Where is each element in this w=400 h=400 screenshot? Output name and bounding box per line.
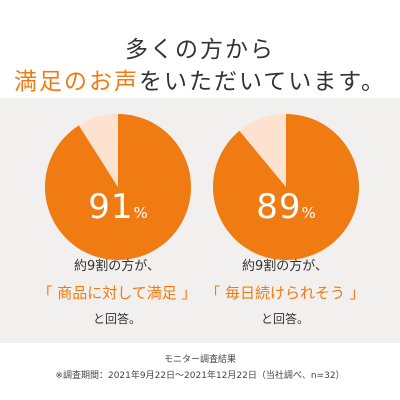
survey-title: モニター調査結果 — [163, 355, 236, 365]
pie-slice-minor — [239, 114, 286, 187]
pie-chart-satisfaction: 91% — [45, 114, 191, 260]
caption-line3: と回答。 — [92, 312, 141, 326]
pie-svg-satisfaction — [45, 114, 191, 260]
percent-value: 89 — [256, 187, 302, 227]
caption-line1: 約9割の方が、 — [241, 259, 328, 274]
pie-chart-continuity: 89% — [213, 114, 359, 260]
pie-slice-major — [45, 114, 191, 260]
headline-line1: 多くの方から — [125, 37, 275, 63]
headline-rest: をいただいています。 — [138, 69, 386, 95]
percent-unit: % — [301, 204, 316, 222]
percent-value: 91 — [88, 187, 134, 227]
stats-panel: 91% 89% 約9割の方が、 「 商品に対して満足 」 と回答。 約9割の方が… — [0, 98, 400, 343]
percent-label: 91% — [45, 190, 191, 224]
percent-unit: % — [133, 204, 148, 222]
pie-svg-continuity — [213, 114, 359, 260]
caption-continuity: 約9割の方が、 「 毎日続けられそう 」 と回答。 — [195, 258, 375, 328]
caption-highlight: 「 商品に対して満足 」 — [37, 284, 197, 302]
percent-label: 89% — [213, 190, 359, 224]
caption-line1: 約9割の方が、 — [73, 259, 160, 274]
pie-slice-major — [213, 114, 359, 260]
caption-line3: と回答。 — [260, 312, 309, 326]
headline-accent: 満足のお声 — [13, 69, 139, 95]
caption-satisfaction: 約9割の方が、 「 商品に対して満足 」 と回答。 — [27, 258, 207, 328]
pie-slice-minor — [78, 114, 118, 187]
headline-line2: 満足のお声をいただいています。 — [0, 62, 400, 96]
survey-note: ※調査期間：2021年9月22日～2021年12月22日（当社調べ、n=32） — [55, 371, 345, 381]
caption-highlight: 「 毎日続けられそう 」 — [205, 284, 365, 302]
